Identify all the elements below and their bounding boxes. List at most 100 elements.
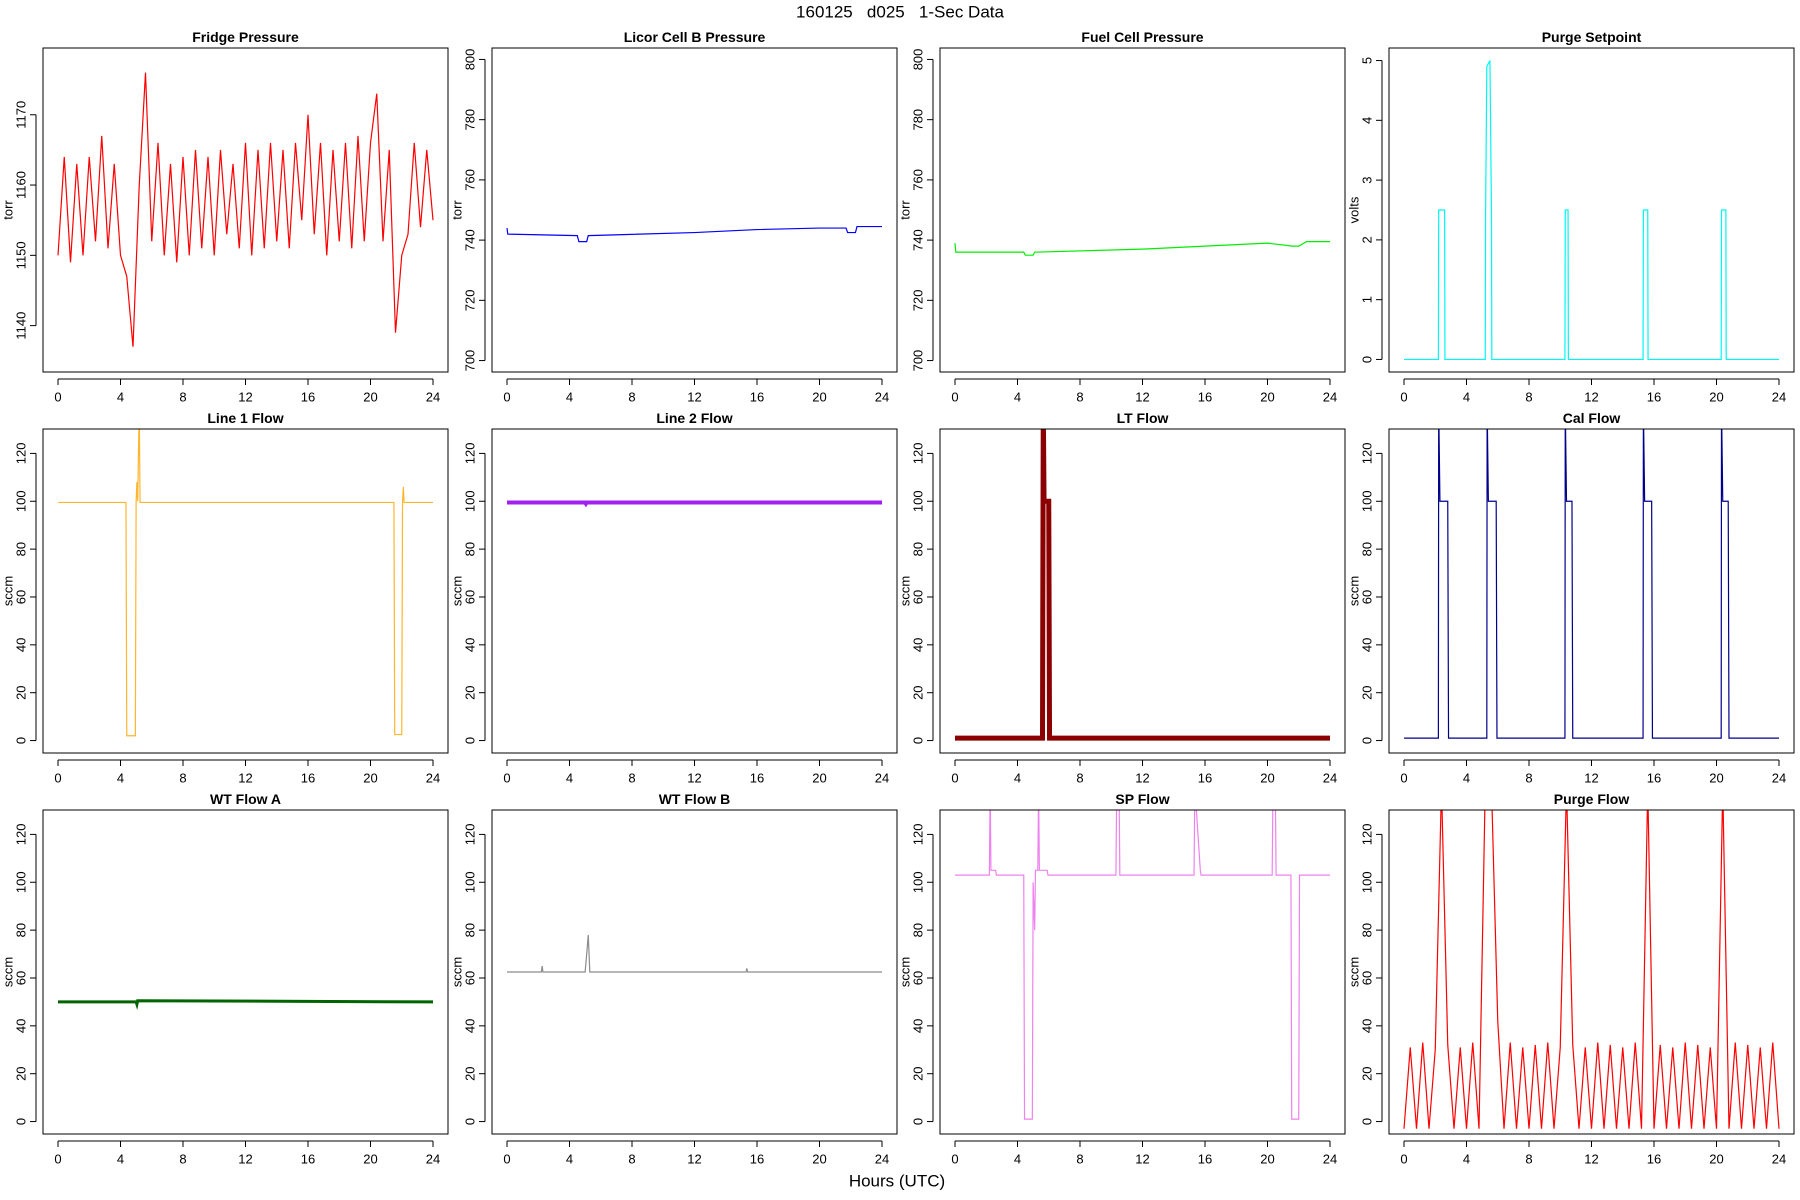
- data-line: [58, 429, 433, 737]
- y-tick-label: 60: [1359, 590, 1374, 604]
- x-tick-label: 20: [363, 1151, 377, 1166]
- x-tick-label: 20: [1260, 389, 1274, 404]
- x-tick-label: 24: [1323, 1151, 1337, 1166]
- y-tick-label: 120: [462, 824, 477, 846]
- x-tick-label: 12: [1584, 1151, 1598, 1166]
- y-tick-label: 40: [910, 1019, 925, 1033]
- y-tick-label: 20: [1359, 685, 1374, 699]
- x-tick-label: 0: [54, 1151, 61, 1166]
- y-tick-label: 40: [13, 638, 28, 652]
- x-tick-label: 0: [1400, 1151, 1407, 1166]
- data-line: [57, 72, 434, 347]
- x-tick-label: 4: [1463, 770, 1470, 785]
- x-tick-label: 12: [1584, 389, 1598, 404]
- y-axis-label: sccm: [897, 576, 912, 606]
- x-tick-label: 0: [1400, 770, 1407, 785]
- x-tick-label: 4: [117, 770, 124, 785]
- x-tick-label: 20: [363, 770, 377, 785]
- y-tick-label: 80: [13, 923, 28, 937]
- y-tick-label: 120: [462, 443, 477, 465]
- y-tick-label: 0: [13, 1118, 28, 1125]
- x-tick-label: 8: [1076, 1151, 1083, 1166]
- y-tick-label: 100: [1359, 490, 1374, 512]
- y-axis-label: sccm: [449, 576, 464, 606]
- main-title: 160125 d025 1-Sec Data: [796, 2, 1004, 21]
- y-tick-label: 100: [462, 871, 477, 893]
- y-tick-label: 20: [910, 1066, 925, 1080]
- y-tick-label: 700: [910, 350, 925, 372]
- x-tick-label: 8: [1525, 1151, 1532, 1166]
- y-tick-label: 740: [462, 229, 477, 251]
- y-tick-label: 0: [1359, 356, 1374, 363]
- x-tick-label: 0: [54, 770, 61, 785]
- panel: SP Flow sccm 0 4 8 12 16 20 24 0 20 40 60 80 100 120: [897, 791, 1346, 1166]
- y-tick-label: 0: [462, 1118, 477, 1125]
- y-tick-label: 740: [910, 229, 925, 251]
- x-tick-label: 8: [179, 1151, 186, 1166]
- panel-title: Purge Setpoint: [1542, 29, 1642, 45]
- y-tick-label: 5: [1359, 57, 1374, 64]
- x-tick-label: 4: [1463, 389, 1470, 404]
- panel-title: WT Flow B: [659, 791, 731, 807]
- plot-frame: [939, 809, 1346, 1135]
- x-tick-label: 20: [1260, 1151, 1274, 1166]
- x-tick-label: 4: [117, 1151, 124, 1166]
- x-tick-label: 16: [301, 770, 315, 785]
- x-tick-label: 16: [750, 1151, 764, 1166]
- x-tick-label: 12: [1584, 770, 1598, 785]
- x-tick-label: 12: [238, 389, 252, 404]
- y-tick-label: 2: [1359, 236, 1374, 243]
- y-tick-label: 720: [910, 289, 925, 311]
- x-tick-label: 4: [1014, 1151, 1021, 1166]
- x-tick-label: 8: [179, 389, 186, 404]
- plot-frame: [1388, 809, 1795, 1135]
- x-tick-label: 4: [1014, 770, 1021, 785]
- plot-frame: [491, 428, 898, 754]
- x-tick-label: 4: [566, 1151, 573, 1166]
- y-tick-label: 60: [13, 971, 28, 985]
- y-tick-label: 780: [462, 109, 477, 131]
- y-tick-label: 100: [910, 490, 925, 512]
- panel-title: Line 1 Flow: [207, 410, 283, 426]
- y-tick-label: 120: [1359, 824, 1374, 846]
- y-tick-label: 80: [910, 542, 925, 556]
- x-tick-label: 8: [1525, 389, 1532, 404]
- data-line: [507, 934, 882, 973]
- x-tick-label: 20: [812, 770, 826, 785]
- y-tick-label: 80: [1359, 923, 1374, 937]
- x-tick-label: 20: [1709, 770, 1723, 785]
- x-tick-label: 20: [812, 1151, 826, 1166]
- x-tick-label: 24: [875, 1151, 889, 1166]
- data-line: [1404, 429, 1779, 739]
- y-tick-label: 1170: [13, 101, 28, 129]
- y-tick-label: 80: [462, 923, 477, 937]
- y-tick-label: 780: [910, 109, 925, 131]
- x-tick-label: 24: [1323, 389, 1337, 404]
- y-tick-label: 60: [910, 971, 925, 985]
- x-tick-label: 4: [1014, 389, 1021, 404]
- y-tick-label: 4: [1359, 117, 1374, 124]
- panel-title: Licor Cell B Pressure: [624, 29, 766, 45]
- x-tick-label: 0: [951, 770, 958, 785]
- y-tick-label: 80: [1359, 542, 1374, 556]
- data-line: [507, 500, 882, 508]
- x-tick-label: 4: [566, 389, 573, 404]
- y-tick-label: 60: [910, 590, 925, 604]
- x-tick-label: 24: [426, 1151, 440, 1166]
- panel: Fuel Cell Pressure torr 0 4 8 12 16 20 24 700 720 7…: [897, 29, 1346, 404]
- x-tick-label: 24: [875, 770, 889, 785]
- y-axis-label: sccm: [1346, 576, 1361, 606]
- y-tick-label: 120: [910, 443, 925, 465]
- y-tick-label: 3: [1359, 176, 1374, 183]
- plot-frame: [1388, 428, 1795, 754]
- x-tick-label: 0: [951, 1151, 958, 1166]
- y-tick-label: 120: [1359, 443, 1374, 465]
- panel: Purge Flow sccm 0 4 8 12 16 20 24 0 20 40 60 80 100 120: [1346, 791, 1795, 1166]
- y-tick-label: 20: [462, 685, 477, 699]
- x-tick-label: 0: [503, 770, 510, 785]
- y-tick-label: 720: [462, 289, 477, 311]
- x-tick-label: 16: [750, 770, 764, 785]
- data-line: [58, 999, 434, 1011]
